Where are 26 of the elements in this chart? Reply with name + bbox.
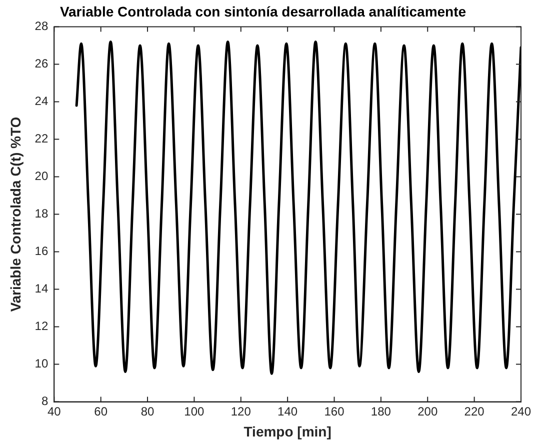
- y-tick-label: 28: [34, 19, 48, 34]
- y-tick-label: 12: [34, 319, 48, 334]
- x-tick-label: 160: [324, 404, 345, 418]
- y-tick-label: 24: [34, 94, 48, 108]
- line-series: [75, 40, 521, 375]
- y-tick-label: 10: [34, 356, 48, 371]
- y-tick-label: 16: [34, 244, 48, 258]
- y-axis-title: Variable Controlada C(t) %TO: [7, 116, 24, 312]
- x-axis-title: Tiempo [min]: [244, 423, 332, 440]
- y-tick-label: 26: [34, 56, 48, 71]
- x-tick-label: 200: [418, 404, 438, 418]
- x-tick-label: 60: [94, 404, 108, 418]
- chart-title: Variable Controlada con sintonía desarrollada analíticamente: [60, 3, 466, 20]
- y-tick-label: 14: [34, 282, 48, 296]
- y-tick-label: 20: [34, 169, 48, 184]
- y-tick-label: 8: [41, 394, 48, 408]
- x-tick-label: 100: [184, 404, 205, 418]
- x-tick-label: 220: [464, 404, 485, 418]
- x-tick-label: 180: [370, 404, 392, 418]
- x-tick-label: 240: [510, 404, 532, 418]
- y-tick-label: 18: [34, 206, 48, 221]
- x-tick-label: 140: [278, 404, 298, 418]
- x-tick-label: 80: [140, 404, 155, 418]
- x-tick-label: 120: [230, 404, 252, 418]
- y-tick-label: 22: [34, 132, 48, 146]
- x-tick-label: 40: [47, 404, 62, 418]
